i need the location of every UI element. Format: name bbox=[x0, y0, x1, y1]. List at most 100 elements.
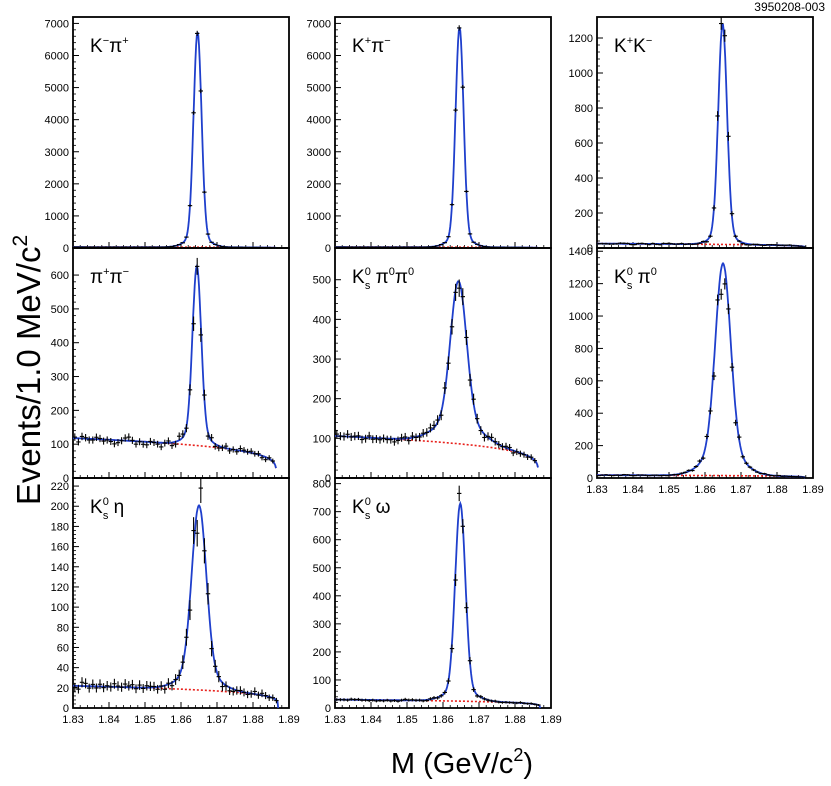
decay-mode-label: K0 s η bbox=[90, 496, 124, 522]
y-tick-label: 3000 bbox=[307, 147, 331, 159]
y-axis-title: Events/1.0 MeV/c2 bbox=[9, 235, 47, 505]
decay-mode-label: K0 s π0 bbox=[614, 266, 657, 292]
data-point bbox=[532, 458, 537, 464]
data-point bbox=[216, 245, 221, 247]
data-point bbox=[740, 454, 745, 459]
y-tick-label: 400 bbox=[575, 408, 593, 420]
data-point bbox=[341, 432, 347, 441]
y-axis-title-text: Events/1.0 MeV/c bbox=[10, 247, 47, 506]
x-tick-label: 1.86 bbox=[694, 484, 715, 496]
decay-mode-label: K+K− bbox=[614, 35, 652, 57]
y-tick-label: 120 bbox=[51, 582, 69, 594]
data-point bbox=[209, 241, 214, 243]
data-point bbox=[457, 279, 462, 297]
data-point bbox=[453, 108, 458, 113]
data-point bbox=[345, 698, 350, 702]
data-point bbox=[453, 283, 458, 301]
decay-mode-label-part: K bbox=[352, 267, 365, 288]
data-point bbox=[690, 469, 695, 472]
data-point bbox=[697, 459, 702, 463]
decay-mode-label-part: − bbox=[123, 266, 129, 278]
data-point bbox=[675, 473, 681, 476]
data-point bbox=[166, 678, 171, 689]
data-point bbox=[231, 687, 236, 696]
data-point bbox=[467, 233, 473, 235]
y-tick-label: 200 bbox=[313, 647, 331, 659]
total-fit-curve bbox=[597, 261, 806, 479]
data-point bbox=[439, 693, 444, 698]
data-point bbox=[529, 702, 534, 705]
data-point bbox=[162, 439, 167, 447]
data-point bbox=[632, 243, 637, 246]
data-point bbox=[388, 435, 393, 444]
x-axis-title: M (GeV/c2) bbox=[391, 745, 533, 780]
y-tick-label: 200 bbox=[575, 208, 593, 220]
x-tick-label: 1.83 bbox=[62, 714, 83, 726]
data-point bbox=[119, 682, 124, 692]
y-tick-label: 300 bbox=[51, 372, 69, 384]
data-point bbox=[184, 424, 189, 433]
decay-mode-label: π+π− bbox=[90, 266, 129, 288]
data-point bbox=[356, 697, 361, 701]
data-point bbox=[715, 294, 720, 306]
data-point bbox=[249, 448, 254, 455]
data-point bbox=[123, 679, 128, 689]
y-tick-label: 0 bbox=[325, 473, 331, 485]
data-point bbox=[719, 288, 724, 300]
data-point bbox=[223, 442, 229, 450]
x-tick-label: 1.89 bbox=[802, 484, 823, 496]
decay-mode-label-part: 0 bbox=[389, 266, 395, 278]
data-point bbox=[76, 438, 81, 446]
data-point bbox=[536, 704, 541, 706]
data-point bbox=[697, 242, 702, 245]
data-point bbox=[435, 245, 440, 247]
decay-mode-label: K0 s π0π0 bbox=[352, 266, 414, 292]
panel-frame bbox=[334, 16, 552, 249]
total-fit-curve bbox=[73, 32, 277, 249]
y-tick-label: 40 bbox=[57, 663, 69, 675]
decay-mode-label-part: − bbox=[103, 35, 109, 47]
y-tick-label: 800 bbox=[575, 343, 593, 355]
data-point bbox=[187, 204, 193, 207]
data-point bbox=[464, 330, 469, 345]
decay-mode-label-part: K bbox=[633, 36, 646, 57]
data-point bbox=[159, 443, 164, 451]
data-point bbox=[467, 657, 473, 665]
data-point bbox=[209, 640, 214, 657]
data-point bbox=[493, 699, 498, 703]
data-point bbox=[442, 242, 447, 244]
y-tick-label: 0 bbox=[325, 243, 331, 255]
data-point bbox=[195, 30, 200, 37]
decay-mode-label: K−π+ bbox=[90, 35, 129, 57]
data-point bbox=[395, 436, 401, 445]
data-point bbox=[97, 434, 103, 443]
data-point bbox=[737, 434, 742, 440]
data-point bbox=[97, 679, 103, 690]
y-tick-label: 100 bbox=[51, 439, 69, 451]
data-point bbox=[471, 241, 476, 243]
data-point bbox=[202, 538, 207, 564]
data-point bbox=[177, 244, 182, 246]
data-point bbox=[155, 684, 160, 694]
data-point bbox=[643, 243, 648, 245]
data-point bbox=[518, 701, 523, 704]
data-point bbox=[79, 432, 85, 441]
data-point bbox=[478, 245, 483, 247]
data-point bbox=[126, 681, 131, 691]
data-point bbox=[216, 671, 221, 683]
total-fit-curve bbox=[335, 500, 542, 709]
data-point bbox=[133, 440, 139, 448]
data-point bbox=[751, 468, 756, 472]
data-point bbox=[726, 131, 731, 141]
data-point bbox=[650, 242, 655, 245]
data-point bbox=[708, 234, 713, 238]
x-tick-label: 1.85 bbox=[396, 714, 417, 726]
total-fit-curve bbox=[597, 23, 806, 249]
data-point bbox=[198, 327, 203, 342]
data-point bbox=[711, 205, 717, 211]
data-point bbox=[166, 437, 171, 445]
x-tick-label: 1.89 bbox=[540, 714, 561, 726]
data-point bbox=[428, 423, 433, 433]
data-point bbox=[776, 474, 781, 477]
